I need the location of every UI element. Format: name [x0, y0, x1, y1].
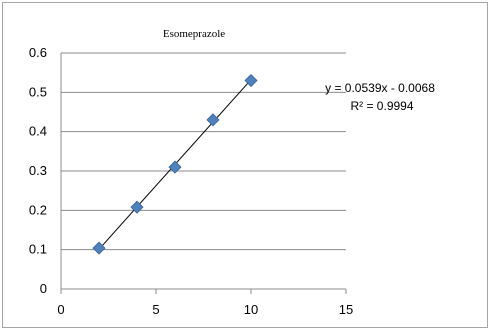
y-tick-label: 0.5: [29, 84, 47, 99]
y-tick-label: 0.2: [29, 202, 47, 217]
data-point: [244, 73, 258, 88]
equation-label: y = 0.0539x - 0.0068: [325, 81, 435, 95]
data-point: [130, 200, 144, 214]
y-tick-label: 0.6: [29, 45, 47, 60]
chart-title: Esomeprazole: [163, 28, 225, 40]
data-point: [168, 160, 182, 174]
axes: [60, 53, 347, 294]
x-tick-label: 10: [244, 302, 258, 317]
x-tick-label: 0: [57, 302, 64, 317]
y-tick-label: 0: [40, 281, 47, 296]
x-tick-label: 5: [152, 302, 159, 317]
data-points: [92, 73, 258, 255]
y-tick-label: 0.3: [29, 163, 47, 178]
gridlines: [61, 52, 346, 251]
data-point: [92, 241, 106, 255]
data-point: [206, 113, 220, 127]
chart-area: [2, 2, 488, 328]
y-tick-label: 0.1: [29, 242, 47, 257]
r-squared-label: R² = 0.9994: [350, 99, 413, 113]
y-tick-label: 0.4: [29, 124, 47, 139]
x-tick-label: 15: [339, 302, 353, 317]
tick-labels: 0 0.1 0.2 0.3 0.4 0.5 0.6 0 5 10 15: [29, 45, 353, 317]
